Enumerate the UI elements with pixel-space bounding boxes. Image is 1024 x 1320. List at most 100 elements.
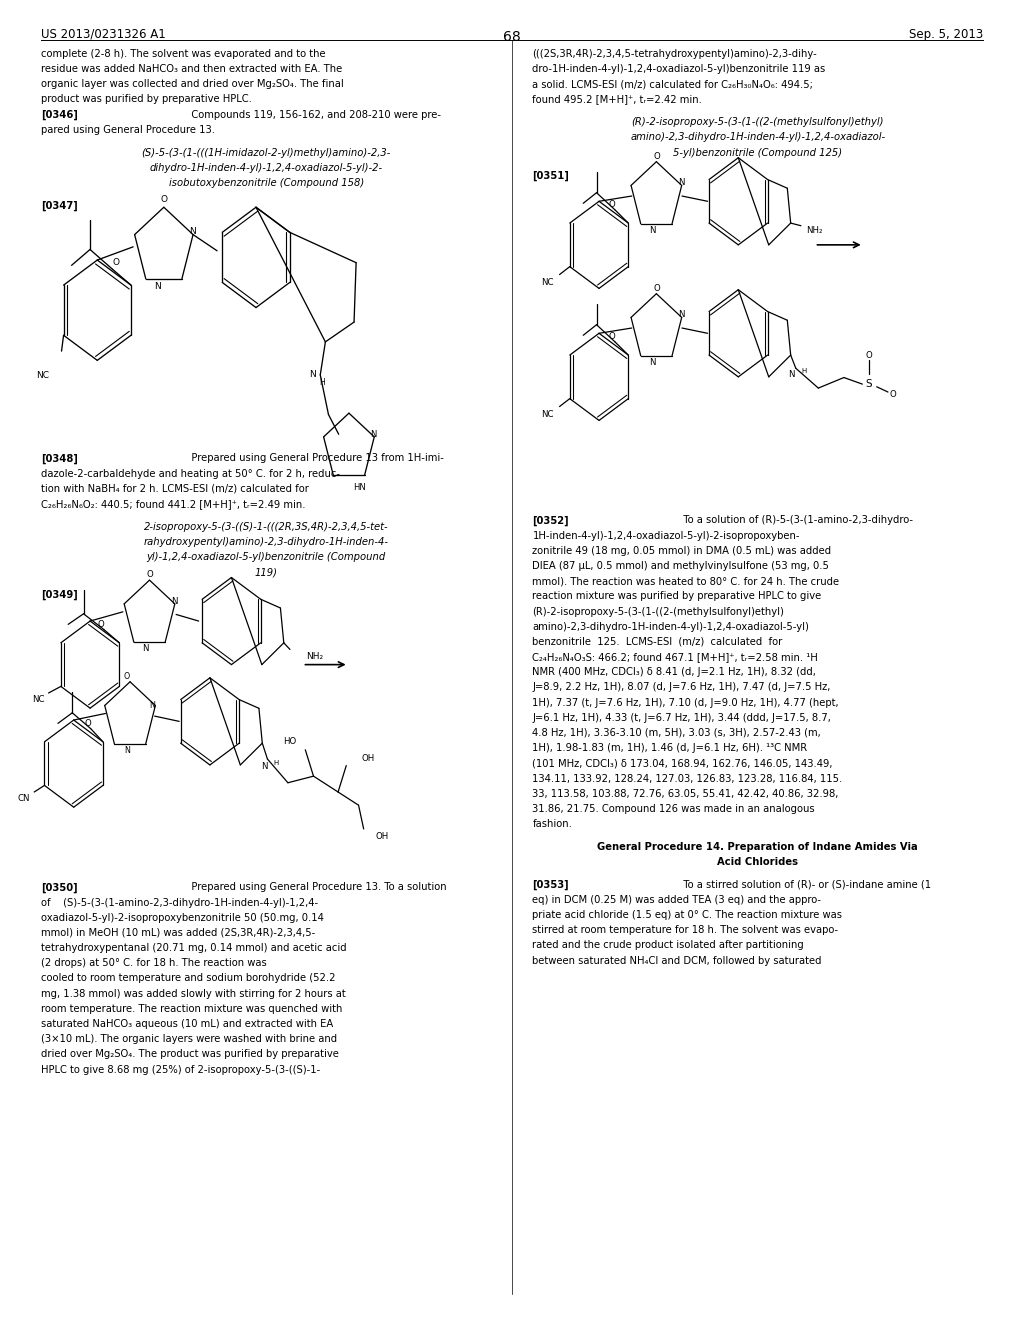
Text: General Procedure 14. Preparation of Indane Amides Via: General Procedure 14. Preparation of Ind… [597, 842, 919, 851]
Text: [0347]: [0347] [41, 201, 78, 211]
Text: CN: CN [17, 795, 31, 803]
Text: N: N [189, 227, 196, 235]
Text: NH₂: NH₂ [306, 652, 324, 660]
Text: 134.11, 133.92, 128.24, 127.03, 126.83, 123.28, 116.84, 115.: 134.11, 133.92, 128.24, 127.03, 126.83, … [532, 774, 843, 784]
Text: [0351]: [0351] [532, 170, 569, 181]
Text: 1H-inden-4-yl)-1,2,4-oxadiazol-5-yl)-2-isopropoxyben-: 1H-inden-4-yl)-1,2,4-oxadiazol-5-yl)-2-i… [532, 531, 800, 541]
Text: C₂₄H₂₆N₄O₃S: 466.2; found 467.1 [M+H]⁺, tᵣ=2.58 min. ¹H: C₂₄H₂₆N₄O₃S: 466.2; found 467.1 [M+H]⁺, … [532, 652, 818, 663]
Text: between saturated NH₄Cl and DCM, followed by saturated: between saturated NH₄Cl and DCM, followe… [532, 956, 822, 966]
Text: O: O [608, 201, 615, 209]
Text: OH: OH [361, 755, 375, 763]
Text: H: H [273, 760, 279, 766]
Text: N: N [678, 178, 684, 187]
Text: stirred at room temperature for 18 h. The solvent was evapo-: stirred at room temperature for 18 h. Th… [532, 925, 839, 936]
Text: 31.86, 21.75. Compound 126 was made in an analogous: 31.86, 21.75. Compound 126 was made in a… [532, 804, 815, 814]
Text: O: O [124, 672, 130, 681]
Text: J=6.1 Hz, 1H), 4.33 (t, J=6.7 Hz, 1H), 3.44 (ddd, J=17.5, 8.7,: J=6.1 Hz, 1H), 4.33 (t, J=6.7 Hz, 1H), 3… [532, 713, 831, 723]
Text: zonitrile 49 (18 mg, 0.05 mmol) in DMA (0.5 mL) was added: zonitrile 49 (18 mg, 0.05 mmol) in DMA (… [532, 545, 831, 556]
Text: priate acid chloride (1.5 eq) at 0° C. The reaction mixture was: priate acid chloride (1.5 eq) at 0° C. T… [532, 909, 843, 920]
Text: S: S [865, 379, 871, 389]
Text: (3×10 mL). The organic layers were washed with brine and: (3×10 mL). The organic layers were washe… [41, 1034, 337, 1044]
Text: 5-yl)benzonitrile (Compound 125): 5-yl)benzonitrile (Compound 125) [673, 148, 843, 157]
Text: NC: NC [36, 371, 49, 380]
Text: 119): 119) [255, 568, 278, 577]
Text: [0353]: [0353] [532, 879, 569, 890]
Text: pared using General Procedure 13.: pared using General Procedure 13. [41, 124, 215, 135]
Text: fashion.: fashion. [532, 818, 572, 829]
Text: NC: NC [541, 411, 554, 418]
Text: organic layer was collected and dried over Mg₂SO₄. The final: organic layer was collected and dried ov… [41, 79, 344, 90]
Text: NMR (400 MHz, CDCl₃) δ 8.41 (d, J=2.1 Hz, 1H), 8.32 (dd,: NMR (400 MHz, CDCl₃) δ 8.41 (d, J=2.1 Hz… [532, 667, 816, 677]
Text: 1H), 1.98-1.83 (m, 1H), 1.46 (d, J=6.1 Hz, 6H). ¹³C NMR: 1H), 1.98-1.83 (m, 1H), 1.46 (d, J=6.1 H… [532, 743, 808, 754]
Text: Acid Chlorides: Acid Chlorides [717, 857, 799, 867]
Text: rated and the crude product isolated after partitioning: rated and the crude product isolated aft… [532, 940, 804, 950]
Text: O: O [865, 351, 871, 359]
Text: found 495.2 [M+H]⁺, tᵣ=2.42 min.: found 495.2 [M+H]⁺, tᵣ=2.42 min. [532, 94, 702, 104]
Text: [0349]: [0349] [41, 590, 78, 601]
Text: To a solution of (R)-5-(3-(1-amino-2,3-dihydro-: To a solution of (R)-5-(3-(1-amino-2,3-d… [674, 515, 912, 525]
Text: residue was added NaHCO₃ and then extracted with EA. The: residue was added NaHCO₃ and then extrac… [41, 63, 342, 74]
Text: N: N [171, 597, 177, 606]
Text: O: O [653, 284, 659, 293]
Text: O: O [161, 195, 167, 203]
Text: reaction mixture was purified by preparative HPLC to give: reaction mixture was purified by prepara… [532, 591, 821, 602]
Text: [0348]: [0348] [41, 453, 78, 463]
Text: DIEA (87 μL, 0.5 mmol) and methylvinylsulfone (53 mg, 0.5: DIEA (87 μL, 0.5 mmol) and methylvinylsu… [532, 561, 829, 572]
Text: US 2013/0231326 A1: US 2013/0231326 A1 [41, 28, 166, 41]
Text: H: H [802, 368, 807, 374]
Text: NC: NC [32, 696, 45, 704]
Text: Compounds 119, 156-162, and 208-210 were pre-: Compounds 119, 156-162, and 208-210 were… [182, 110, 441, 120]
Text: (R)-2-isopropoxy-5-(3-(1-((2-(methylsulfonyl)ethyl): (R)-2-isopropoxy-5-(3-(1-((2-(methylsulf… [532, 606, 784, 616]
Text: mmol) in MeOH (10 mL) was added (2S,3R,4R)-2,3,4,5-: mmol) in MeOH (10 mL) was added (2S,3R,4… [41, 928, 315, 939]
Text: N: N [261, 763, 267, 771]
Text: yl)-1,2,4-oxadiazol-5-yl)benzonitrile (Compound: yl)-1,2,4-oxadiazol-5-yl)benzonitrile (C… [146, 552, 386, 562]
Text: tion with NaBH₄ for 2 h. LCMS-ESI (m/z) calculated for: tion with NaBH₄ for 2 h. LCMS-ESI (m/z) … [41, 483, 309, 494]
Text: dazole-2-carbaldehyde and heating at 50° C. for 2 h, reduc-: dazole-2-carbaldehyde and heating at 50°… [41, 469, 340, 479]
Text: 4.8 Hz, 1H), 3.36-3.10 (m, 5H), 3.03 (s, 3H), 2.57-2.43 (m,: 4.8 Hz, 1H), 3.36-3.10 (m, 5H), 3.03 (s,… [532, 727, 821, 738]
Text: HO: HO [284, 738, 297, 746]
Text: Sep. 5, 2013: Sep. 5, 2013 [908, 28, 983, 41]
Text: 68: 68 [503, 30, 521, 45]
Text: To a stirred solution of (R)- or (S)-indane amine (1: To a stirred solution of (R)- or (S)-ind… [674, 879, 931, 890]
Text: Prepared using General Procedure 13 from 1H-imi-: Prepared using General Procedure 13 from… [182, 453, 444, 463]
Text: (R)-2-isopropoxy-5-(3-(1-((2-(methylsulfonyl)ethyl): (R)-2-isopropoxy-5-(3-(1-((2-(methylsulf… [632, 117, 884, 127]
Text: saturated NaHCO₃ aqueous (10 mL) and extracted with EA: saturated NaHCO₃ aqueous (10 mL) and ext… [41, 1019, 333, 1030]
Text: O: O [146, 570, 153, 579]
Text: amino)-2,3-dihydro-1H-inden-4-yl)-1,2,4-oxadiazol-5-yl): amino)-2,3-dihydro-1H-inden-4-yl)-1,2,4-… [532, 622, 809, 632]
Text: NH₂: NH₂ [806, 227, 822, 235]
Text: oxadiazol-5-yl)-2-isopropoxybenzonitrile 50 (50.mg, 0.14: oxadiazol-5-yl)-2-isopropoxybenzonitrile… [41, 912, 324, 923]
Text: 33, 113.58, 103.88, 72.76, 63.05, 55.41, 42.42, 40.86, 32.98,: 33, 113.58, 103.88, 72.76, 63.05, 55.41,… [532, 788, 839, 799]
Text: N: N [308, 371, 315, 379]
Text: benzonitrile  125.  LCMS-ESI  (m/z)  calculated  for: benzonitrile 125. LCMS-ESI (m/z) calcula… [532, 636, 782, 647]
Text: Prepared using General Procedure 13. To a solution: Prepared using General Procedure 13. To … [182, 882, 446, 892]
Text: (S)-5-(3-(1-(((1H-imidazol-2-yl)methyl)amino)-2,3-: (S)-5-(3-(1-(((1H-imidazol-2-yl)methyl)a… [141, 148, 391, 157]
Text: O: O [653, 152, 659, 161]
Text: N: N [678, 310, 684, 319]
Text: mmol). The reaction was heated to 80° C. for 24 h. The crude: mmol). The reaction was heated to 80° C.… [532, 576, 840, 586]
Text: [0352]: [0352] [532, 515, 569, 525]
Text: J=8.9, 2.2 Hz, 1H), 8.07 (d, J=7.6 Hz, 1H), 7.47 (d, J=7.5 Hz,: J=8.9, 2.2 Hz, 1H), 8.07 (d, J=7.6 Hz, 1… [532, 682, 830, 693]
Text: mg, 1.38 mmol) was added slowly with stirring for 2 hours at: mg, 1.38 mmol) was added slowly with sti… [41, 989, 346, 999]
Text: [0350]: [0350] [41, 882, 78, 892]
Text: a solid. LCMS-ESI (m/z) calculated for C₂₆H₃₀N₄O₆: 494.5;: a solid. LCMS-ESI (m/z) calculated for C… [532, 79, 813, 90]
Text: product was purified by preparative HPLC.: product was purified by preparative HPLC… [41, 94, 252, 104]
Text: N: N [142, 644, 148, 653]
Text: HPLC to give 8.68 mg (25%) of 2-isopropoxy-5-(3-((S)-1-: HPLC to give 8.68 mg (25%) of 2-isopropo… [41, 1064, 321, 1074]
Text: N: N [371, 430, 377, 438]
Text: H: H [319, 379, 326, 387]
Text: N: N [155, 282, 161, 290]
Text: NC: NC [541, 279, 554, 286]
Text: (((2S,3R,4R)-2,3,4,5-tetrahydroxypentyl)amino)-2,3-dihy-: (((2S,3R,4R)-2,3,4,5-tetrahydroxypentyl)… [532, 49, 817, 59]
Text: cooled to room temperature and sodium borohydride (52.2: cooled to room temperature and sodium bo… [41, 973, 336, 983]
Text: eq) in DCM (0.25 M) was added TEA (3 eq) and the appro-: eq) in DCM (0.25 M) was added TEA (3 eq)… [532, 895, 821, 906]
Text: amino)-2,3-dihydro-1H-inden-4-yl)-1,2,4-oxadiazol-: amino)-2,3-dihydro-1H-inden-4-yl)-1,2,4-… [630, 132, 886, 143]
Text: [0346]: [0346] [41, 110, 78, 120]
Text: OH: OH [376, 833, 389, 841]
Text: N: N [788, 371, 795, 379]
Text: 1H), 7.37 (t, J=7.6 Hz, 1H), 7.10 (d, J=9.0 Hz, 1H), 4.77 (hept,: 1H), 7.37 (t, J=7.6 Hz, 1H), 7.10 (d, J=… [532, 697, 839, 708]
Text: rahydroxypentyl)amino)-2,3-dihydro-1H-inden-4-: rahydroxypentyl)amino)-2,3-dihydro-1H-in… [143, 537, 389, 546]
Text: dihydro-1H-inden-4-yl)-1,2,4-oxadiazol-5-yl)-2-: dihydro-1H-inden-4-yl)-1,2,4-oxadiazol-5… [150, 162, 383, 173]
Text: room temperature. The reaction mixture was quenched with: room temperature. The reaction mixture w… [41, 1003, 342, 1014]
Text: (2 drops) at 50° C. for 18 h. The reaction was: (2 drops) at 50° C. for 18 h. The reacti… [41, 958, 266, 969]
Text: of    (S)-5-(3-(1-amino-2,3-dihydro-1H-inden-4-yl)-1,2,4-: of (S)-5-(3-(1-amino-2,3-dihydro-1H-inde… [41, 898, 318, 908]
